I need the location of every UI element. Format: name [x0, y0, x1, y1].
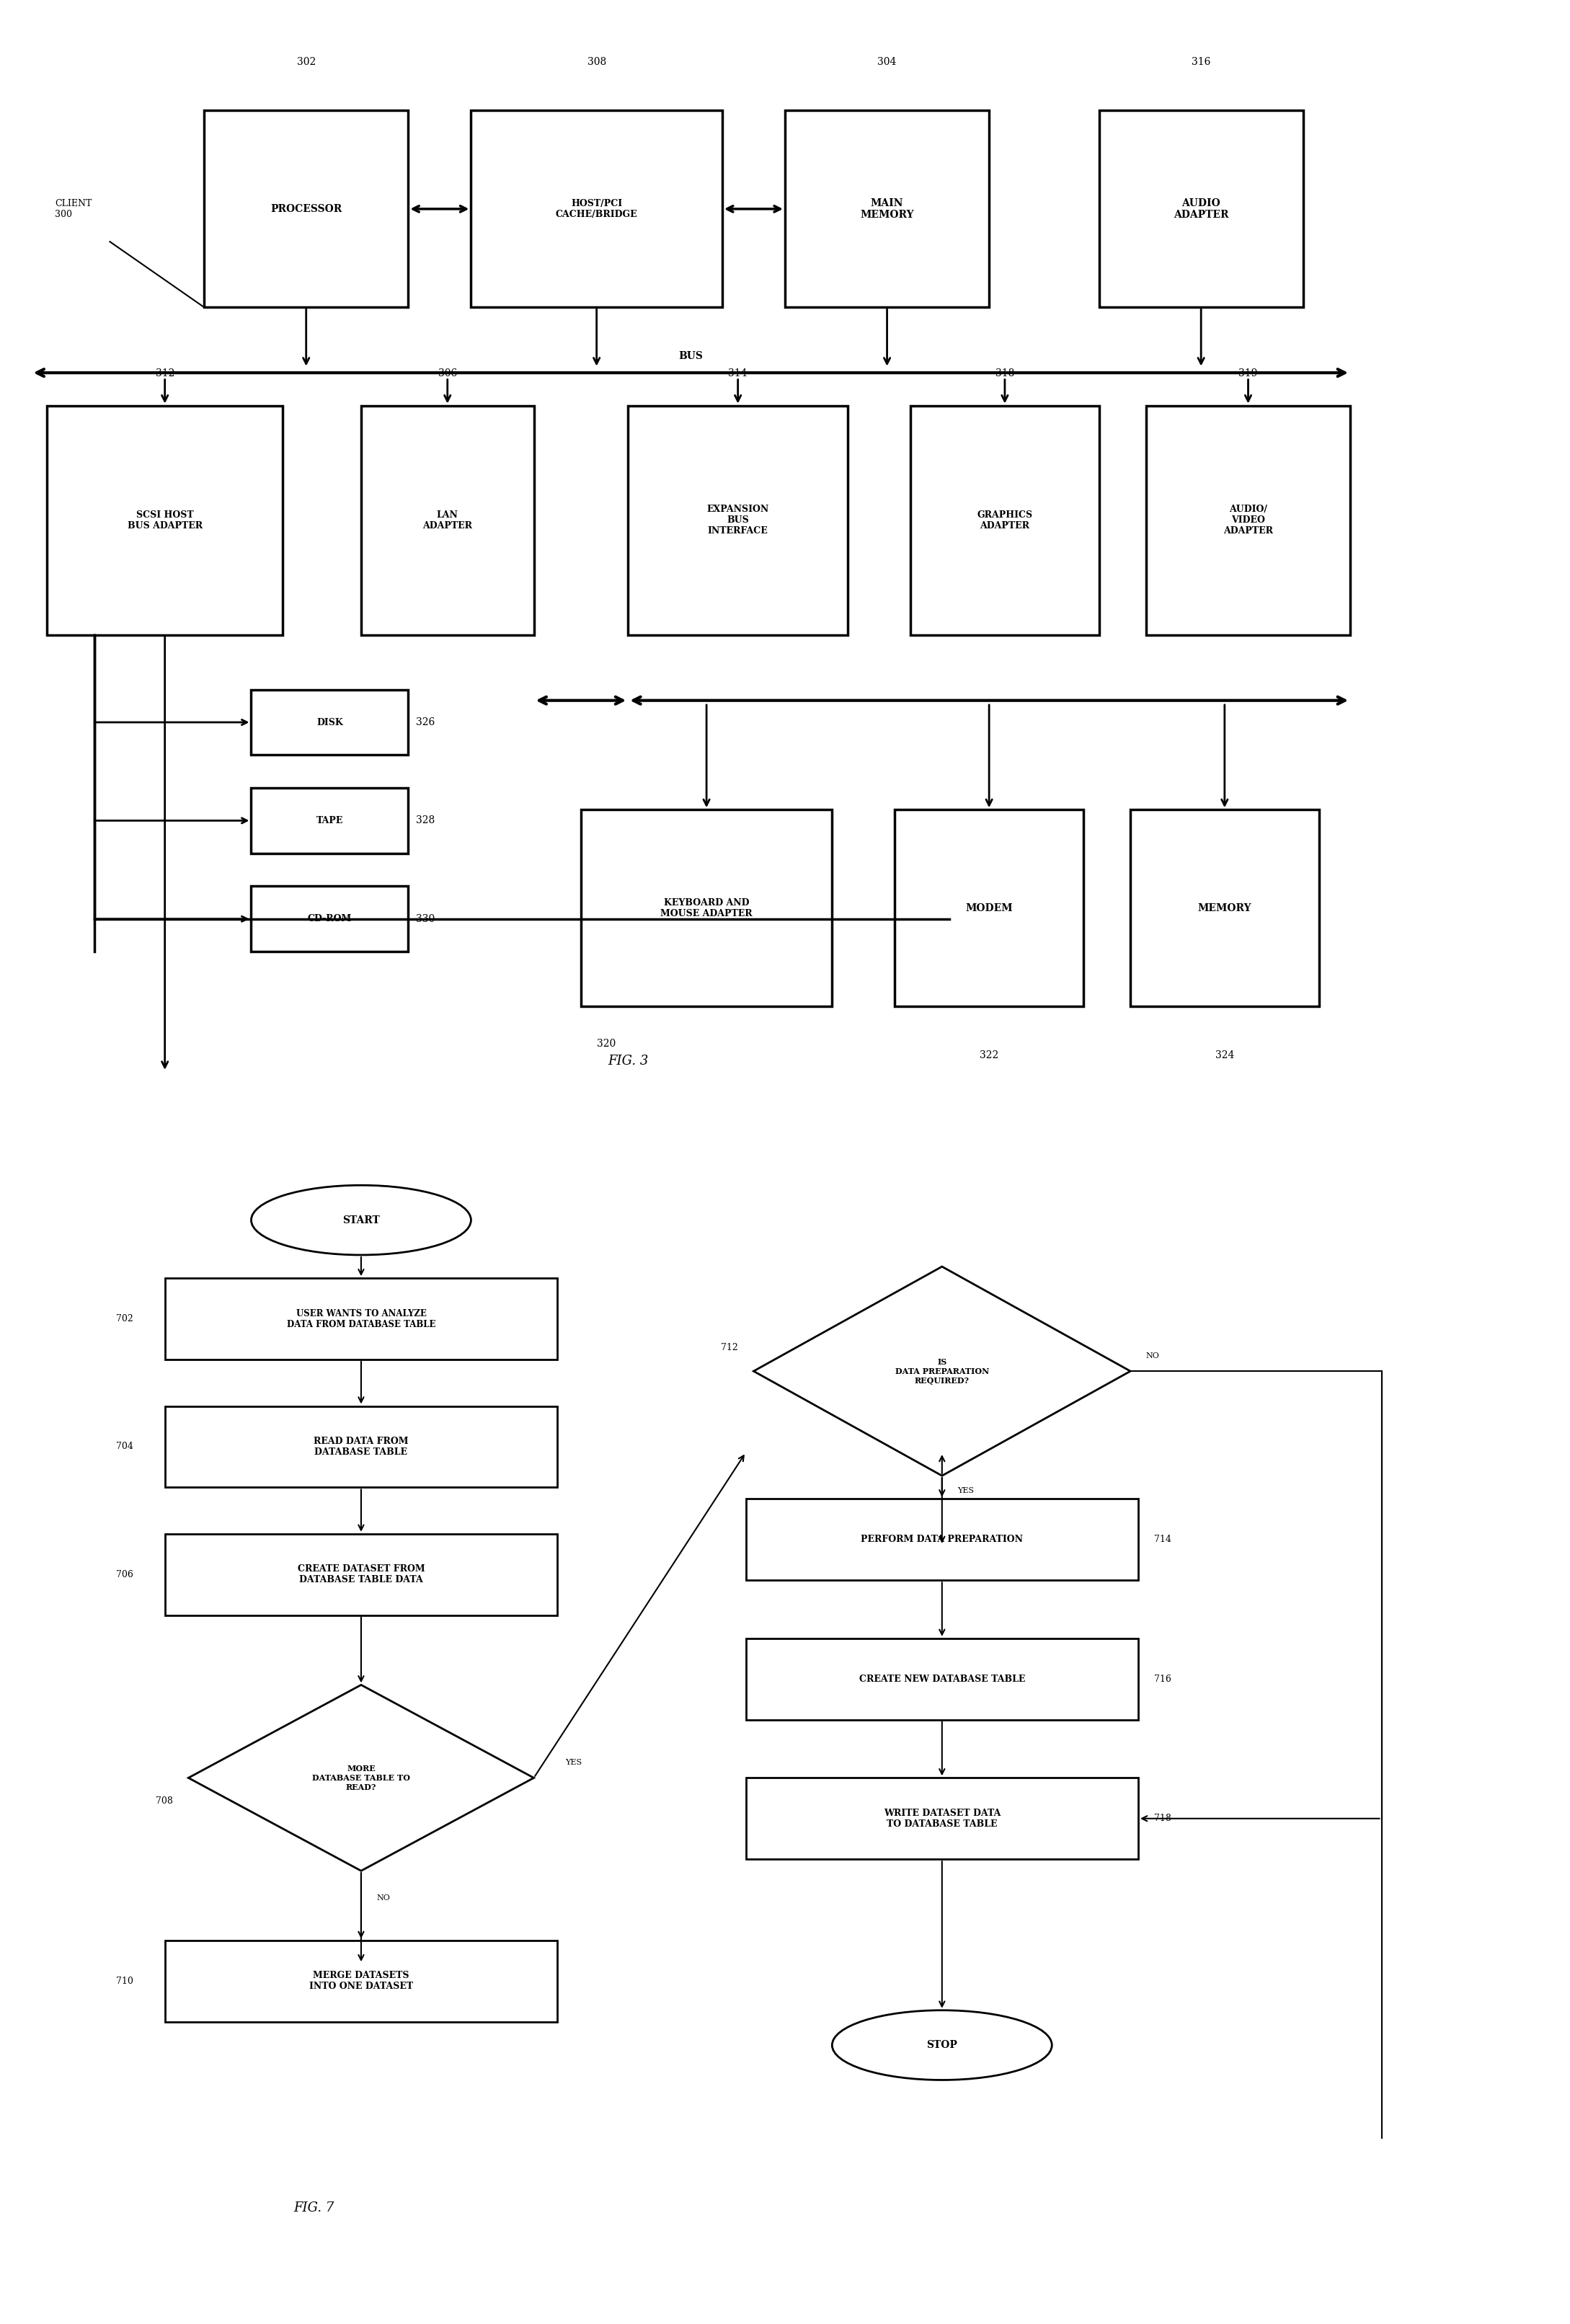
Text: READ DATA FROM
DATABASE TABLE: READ DATA FROM DATABASE TABLE — [314, 1436, 408, 1457]
Text: MERGE DATASETS
INTO ONE DATASET: MERGE DATASETS INTO ONE DATASET — [309, 1971, 413, 1992]
FancyBboxPatch shape — [204, 112, 408, 307]
Text: 306: 306 — [438, 367, 457, 379]
FancyBboxPatch shape — [165, 1534, 557, 1615]
Text: 326: 326 — [416, 718, 435, 727]
Text: AUDIO/
VIDEO
ADAPTER: AUDIO/ VIDEO ADAPTER — [1223, 504, 1273, 537]
Text: 312: 312 — [155, 367, 174, 379]
Text: IS
DATA PREPARATION
REQUIRED?: IS DATA PREPARATION REQUIRED? — [895, 1357, 989, 1385]
Text: 314: 314 — [728, 367, 747, 379]
FancyBboxPatch shape — [746, 1638, 1138, 1720]
FancyBboxPatch shape — [1146, 404, 1350, 634]
Text: 328: 328 — [416, 816, 435, 825]
FancyBboxPatch shape — [785, 112, 989, 307]
Text: MAIN
MEMORY: MAIN MEMORY — [860, 198, 914, 221]
FancyBboxPatch shape — [746, 1778, 1138, 1859]
Text: 704: 704 — [116, 1441, 133, 1452]
Text: USER WANTS TO ANALYZE
DATA FROM DATABASE TABLE: USER WANTS TO ANALYZE DATA FROM DATABASE… — [287, 1308, 435, 1329]
Text: START: START — [342, 1215, 380, 1225]
Text: CLIENT
300: CLIENT 300 — [55, 200, 93, 218]
Text: FIG. 7: FIG. 7 — [294, 2201, 334, 2215]
FancyBboxPatch shape — [165, 1406, 557, 1487]
FancyBboxPatch shape — [911, 404, 1099, 634]
Text: YES: YES — [958, 1487, 975, 1494]
Ellipse shape — [832, 2010, 1052, 2080]
FancyBboxPatch shape — [165, 1941, 557, 2022]
FancyBboxPatch shape — [895, 809, 1083, 1006]
Text: 330: 330 — [416, 913, 435, 925]
Text: EXPANSION
BUS
INTERFACE: EXPANSION BUS INTERFACE — [706, 504, 769, 537]
Polygon shape — [188, 1685, 534, 1871]
Text: CREATE NEW DATABASE TABLE: CREATE NEW DATABASE TABLE — [859, 1673, 1025, 1685]
Text: 308: 308 — [587, 56, 606, 67]
Text: CD-ROM: CD-ROM — [308, 913, 352, 923]
Text: 324: 324 — [1215, 1050, 1234, 1060]
FancyBboxPatch shape — [165, 1278, 557, 1360]
Polygon shape — [754, 1267, 1130, 1476]
Text: 716: 716 — [1154, 1673, 1171, 1685]
Text: CREATE DATASET FROM
DATABASE TABLE DATA: CREATE DATASET FROM DATABASE TABLE DATA — [297, 1564, 425, 1585]
FancyBboxPatch shape — [251, 885, 408, 953]
Text: YES: YES — [565, 1759, 582, 1766]
Text: 714: 714 — [1154, 1534, 1171, 1545]
Text: DISK: DISK — [317, 718, 342, 727]
Text: SCSI HOST
BUS ADAPTER: SCSI HOST BUS ADAPTER — [127, 511, 203, 530]
Text: LAN
ADAPTER: LAN ADAPTER — [422, 511, 473, 530]
Text: 708: 708 — [155, 1796, 173, 1806]
Text: GRAPHICS
ADAPTER: GRAPHICS ADAPTER — [977, 511, 1033, 530]
Text: WRITE DATASET DATA
TO DATABASE TABLE: WRITE DATASET DATA TO DATABASE TABLE — [884, 1808, 1000, 1829]
Text: AUDIO
ADAPTER: AUDIO ADAPTER — [1173, 198, 1229, 221]
Text: NO: NO — [377, 1894, 391, 1901]
Text: MODEM: MODEM — [966, 904, 1013, 913]
Text: PROCESSOR: PROCESSOR — [270, 205, 342, 214]
Text: PERFORM DATA PREPARATION: PERFORM DATA PREPARATION — [860, 1534, 1024, 1545]
Text: MORE
DATABASE TABLE TO
READ?: MORE DATABASE TABLE TO READ? — [312, 1764, 410, 1792]
Text: 318: 318 — [995, 367, 1014, 379]
FancyBboxPatch shape — [1099, 112, 1303, 307]
FancyBboxPatch shape — [251, 690, 408, 755]
Text: 322: 322 — [980, 1050, 999, 1060]
FancyBboxPatch shape — [1130, 809, 1319, 1006]
Text: 319: 319 — [1239, 367, 1258, 379]
Text: STOP: STOP — [926, 2040, 958, 2050]
FancyBboxPatch shape — [581, 809, 832, 1006]
FancyBboxPatch shape — [47, 404, 283, 634]
Text: 302: 302 — [297, 56, 316, 67]
Text: 712: 712 — [721, 1343, 738, 1353]
Ellipse shape — [251, 1185, 471, 1255]
Text: 316: 316 — [1192, 56, 1210, 67]
Text: FIG. 3: FIG. 3 — [608, 1055, 648, 1067]
FancyBboxPatch shape — [746, 1499, 1138, 1580]
Text: MEMORY: MEMORY — [1198, 904, 1251, 913]
Text: TAPE: TAPE — [316, 816, 344, 825]
Text: 718: 718 — [1154, 1813, 1171, 1824]
FancyBboxPatch shape — [471, 112, 722, 307]
FancyBboxPatch shape — [251, 788, 408, 853]
FancyBboxPatch shape — [628, 404, 848, 634]
Text: 320: 320 — [597, 1039, 615, 1048]
Text: BUS: BUS — [678, 351, 703, 360]
Text: 304: 304 — [878, 56, 896, 67]
Text: 706: 706 — [116, 1569, 133, 1580]
Text: HOST/PCI
CACHE/BRIDGE: HOST/PCI CACHE/BRIDGE — [556, 200, 637, 218]
Text: KEYBOARD AND
MOUSE ADAPTER: KEYBOARD AND MOUSE ADAPTER — [661, 897, 752, 918]
Text: 710: 710 — [116, 1975, 133, 1987]
Text: 702: 702 — [116, 1313, 133, 1325]
FancyBboxPatch shape — [361, 404, 534, 634]
Text: NO: NO — [1146, 1353, 1160, 1360]
